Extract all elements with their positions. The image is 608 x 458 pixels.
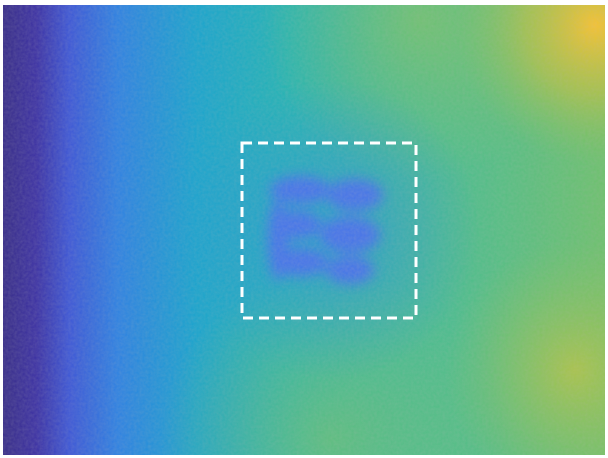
selection-box [240, 141, 418, 320]
heatmap [3, 5, 605, 455]
